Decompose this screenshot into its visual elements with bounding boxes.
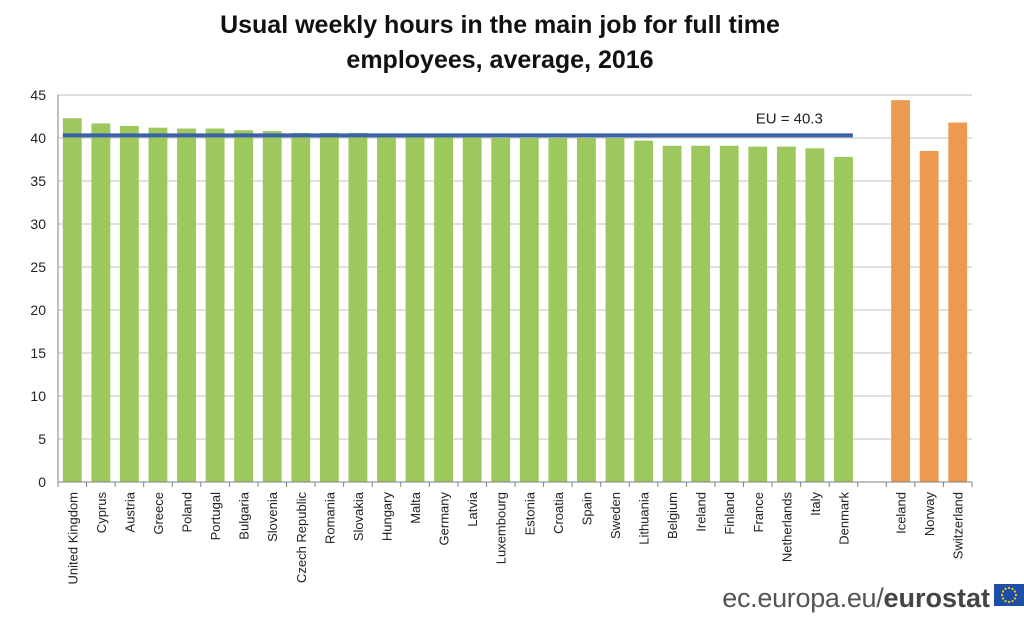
bar bbox=[805, 148, 825, 482]
bar bbox=[919, 150, 939, 482]
bar bbox=[148, 127, 168, 483]
footer-brand: eurostat bbox=[883, 583, 990, 613]
bar bbox=[205, 128, 225, 483]
chart-title-line-1: Usual weekly hours in the main job for f… bbox=[220, 11, 780, 39]
x-tick-label: Luxembourg bbox=[494, 492, 509, 564]
bar bbox=[319, 132, 339, 482]
x-tick-label: Italy bbox=[808, 492, 823, 516]
x-tick-label: France bbox=[751, 492, 766, 532]
x-tick-label: Czech Republic bbox=[294, 492, 309, 584]
y-tick-label: 30 bbox=[30, 216, 46, 232]
x-tick-label: Portugal bbox=[208, 492, 223, 541]
x-tick-label: Netherlands bbox=[779, 492, 794, 563]
bar bbox=[748, 146, 768, 482]
bar bbox=[291, 132, 311, 482]
x-tick-label: Croatia bbox=[551, 491, 566, 534]
bar bbox=[462, 137, 482, 482]
bar bbox=[62, 118, 82, 482]
bar bbox=[519, 138, 539, 482]
y-tick-label: 45 bbox=[30, 87, 46, 103]
chart-title-line-2: employees, average, 2016 bbox=[346, 46, 654, 74]
x-tick-label: Latvia bbox=[465, 491, 480, 526]
x-tick-label: Iceland bbox=[894, 492, 909, 534]
x-tick-label: Austria bbox=[122, 491, 137, 532]
y-tick-label: 25 bbox=[30, 259, 46, 275]
x-tick-label: Norway bbox=[922, 492, 937, 537]
bar bbox=[405, 136, 425, 482]
x-tick-label: Greece bbox=[151, 492, 166, 535]
x-tick-label: Romania bbox=[322, 491, 337, 544]
y-tick-label: 0 bbox=[38, 474, 46, 490]
y-tick-label: 10 bbox=[30, 388, 46, 404]
bar bbox=[262, 131, 282, 482]
x-tick-label: Estonia bbox=[522, 491, 537, 535]
bar bbox=[491, 138, 511, 482]
bar bbox=[348, 132, 368, 482]
bar bbox=[834, 156, 853, 483]
x-tick-label: Slovenia bbox=[265, 491, 280, 542]
x-tick-label: Germany bbox=[437, 492, 452, 546]
x-tick-label: Poland bbox=[180, 492, 195, 532]
bar bbox=[576, 138, 596, 482]
x-tick-label: Cyprus bbox=[94, 492, 109, 534]
x-tick-label: Spain bbox=[579, 492, 594, 525]
y-tick-label: 5 bbox=[38, 431, 46, 447]
bar bbox=[91, 123, 111, 482]
bar bbox=[891, 100, 911, 482]
y-tick-label: 40 bbox=[30, 130, 46, 146]
bar bbox=[948, 122, 968, 483]
x-tick-label: Slovakia bbox=[351, 491, 366, 541]
chart-title: Usual weekly hours in the main job for f… bbox=[100, 8, 900, 78]
bar bbox=[691, 145, 711, 483]
x-tick-label: Hungary bbox=[379, 492, 394, 542]
eurostat-footer: ec.europa.eu/eurostat bbox=[722, 582, 990, 614]
eu-average-label: EU = 40.3 bbox=[756, 110, 823, 127]
eu-flag-icon bbox=[994, 584, 1024, 606]
x-tick-label: Ireland bbox=[694, 492, 709, 532]
x-tick-label: Sweden bbox=[608, 492, 623, 539]
bar bbox=[119, 125, 139, 483]
bar bbox=[377, 136, 396, 482]
y-tick-label: 20 bbox=[30, 302, 46, 318]
y-tick-label: 35 bbox=[30, 173, 46, 189]
y-tick-label: 15 bbox=[30, 345, 46, 361]
x-tick-label: Lithuania bbox=[637, 491, 652, 545]
bar bbox=[662, 145, 682, 483]
x-tick-label: Switzerland bbox=[951, 492, 966, 559]
bar bbox=[776, 146, 796, 482]
bar bbox=[234, 130, 254, 482]
x-tick-label: Belgium bbox=[665, 492, 680, 539]
bar bbox=[605, 138, 625, 482]
x-tick-label: United Kingdom bbox=[65, 492, 80, 585]
footer-domain: ec.europa.eu/ bbox=[722, 583, 884, 613]
x-tick-label: Denmark bbox=[836, 492, 851, 545]
x-tick-label: Malta bbox=[408, 491, 423, 524]
x-tick-label: Bulgaria bbox=[237, 491, 252, 539]
bar bbox=[634, 140, 653, 482]
bar bbox=[177, 128, 196, 483]
bar bbox=[719, 145, 739, 483]
bar bbox=[434, 136, 454, 482]
x-tick-label: Finland bbox=[722, 492, 737, 535]
bar bbox=[548, 138, 568, 482]
